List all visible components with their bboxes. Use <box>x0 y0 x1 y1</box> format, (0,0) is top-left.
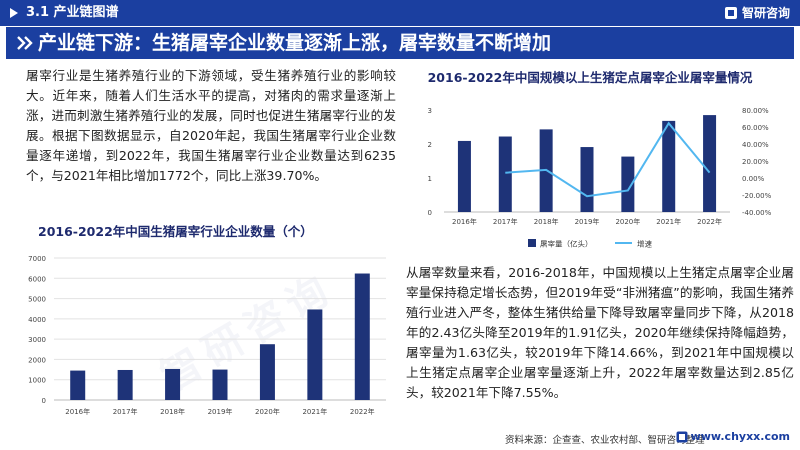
x-tick-label: 2022年 <box>350 407 375 416</box>
y-tick-label: 0 <box>42 397 46 405</box>
brand: 智研咨询 <box>724 3 790 23</box>
analysis-paragraph: 从屠宰数量来看，2016-2018年，中国规模以上生猪定点屠宰企业屠宰量保持稳定… <box>406 265 794 400</box>
x-tick-label: 2018年 <box>160 407 185 416</box>
chart-title-enterprise: 2016-2022年中国生猪屠宰行业企业数量（个） <box>38 224 313 239</box>
bar-slaughter-volume <box>580 147 594 212</box>
y-tick-label: 4000 <box>28 316 46 324</box>
y-tick-label-left: 0 <box>428 209 432 217</box>
y-tick-label-left: 3 <box>428 107 432 115</box>
bar-enterprise-count <box>307 309 323 400</box>
headline-bar: 产业链下游：生猪屠宰企业数量逐渐上涨，屠宰数量不断增加 <box>6 27 794 59</box>
y-tick-label: 7000 <box>28 255 46 263</box>
x-tick-label: 2020年 <box>615 217 640 226</box>
headline: 产业链下游：生猪屠宰企业数量逐渐上涨，屠宰数量不断增加 <box>38 32 552 54</box>
bar-slaughter-volume <box>498 136 512 212</box>
bar-slaughter-volume <box>457 140 471 212</box>
legend-label-bar: 屠宰量（亿头） <box>540 239 593 249</box>
legend-swatch-bar <box>528 239 536 247</box>
bar-slaughter-volume <box>662 120 676 212</box>
y-tick-label-left: 2 <box>428 141 432 149</box>
x-tick-label: 2017年 <box>113 407 138 416</box>
slaughter-volume-chart: 0 1 2 3 -40.00% -20.00% 0.00% 20.00% 40.00% 60.00… <box>428 107 772 249</box>
line-growth-rate <box>505 121 711 198</box>
y-tick-label-right: -40.00% <box>742 209 772 217</box>
bar-slaughter-volume <box>621 156 635 212</box>
x-tick-label: 2021年 <box>302 407 327 416</box>
section-label: 3.1 产业链图谱 <box>26 5 119 20</box>
site-logo-icon <box>676 431 688 442</box>
enterprise-count-chart: 0 1000 2000 3000 4000 5000 6000 7000 2016年 2017年 2… <box>28 255 386 416</box>
x-tick-label: 2016年 <box>452 217 477 226</box>
brand-logo-icon <box>724 7 737 19</box>
bar-slaughter-volume <box>703 115 717 212</box>
bar-enterprise-count <box>259 344 275 400</box>
x-tick-label: 2020年 <box>255 407 280 416</box>
y-tick-label: 3000 <box>28 336 46 344</box>
legend-label-line: 增速 <box>637 239 652 249</box>
y-tick-label: 1000 <box>28 377 46 385</box>
y-tick-label-right: 60.00% <box>742 124 769 132</box>
double-chevron-icon <box>17 36 33 50</box>
y-tick-label: 6000 <box>28 275 46 283</box>
bar-enterprise-count <box>354 273 370 400</box>
bar-enterprise-count <box>70 370 86 400</box>
footer-site: www.chyxx.com <box>676 430 790 443</box>
bar-enterprise-count <box>165 368 181 400</box>
y-tick-label-right: 20.00% <box>742 158 769 166</box>
y-tick-label-right: 80.00% <box>742 107 769 115</box>
y-tick-label: 2000 <box>28 356 46 364</box>
chart-title-slaughter: 2016-2022年中国规模以上生猪定点屠宰企业屠宰量情况 <box>427 70 753 85</box>
y-tick-label: 5000 <box>28 296 46 304</box>
bar-enterprise-count <box>212 369 228 400</box>
top-bar: 3.1 产业链图谱 智研咨询 <box>0 0 800 26</box>
y-tick-label-right: 0.00% <box>742 175 765 183</box>
x-tick-label: 2018年 <box>534 217 559 226</box>
x-tick-label: 2022年 <box>697 217 722 226</box>
x-tick-label: 2016年 <box>65 407 90 416</box>
bar-enterprise-count <box>117 369 133 400</box>
x-tick-label: 2017年 <box>493 217 518 226</box>
y-tick-label-right: -20.00% <box>742 192 772 200</box>
x-tick-label: 2019年 <box>575 217 600 226</box>
source-note: 资料来源：企查查、农业农村部、智研咨询整理 <box>505 435 705 446</box>
brand-name: 智研咨询 <box>741 6 790 20</box>
x-tick-label: 2019年 <box>208 407 233 416</box>
y-tick-label-right: 40.00% <box>742 141 769 149</box>
y-tick-label-left: 1 <box>428 175 432 183</box>
x-tick-label: 2021年 <box>656 217 681 226</box>
intro-paragraph: 屠宰行业是生猪养殖行业的下游领域，受生猪养殖行业的影响较大。近年来，随着人们生活… <box>26 68 396 183</box>
section-marker-icon <box>10 8 18 18</box>
site-url: www.chyxx.com <box>690 430 790 443</box>
